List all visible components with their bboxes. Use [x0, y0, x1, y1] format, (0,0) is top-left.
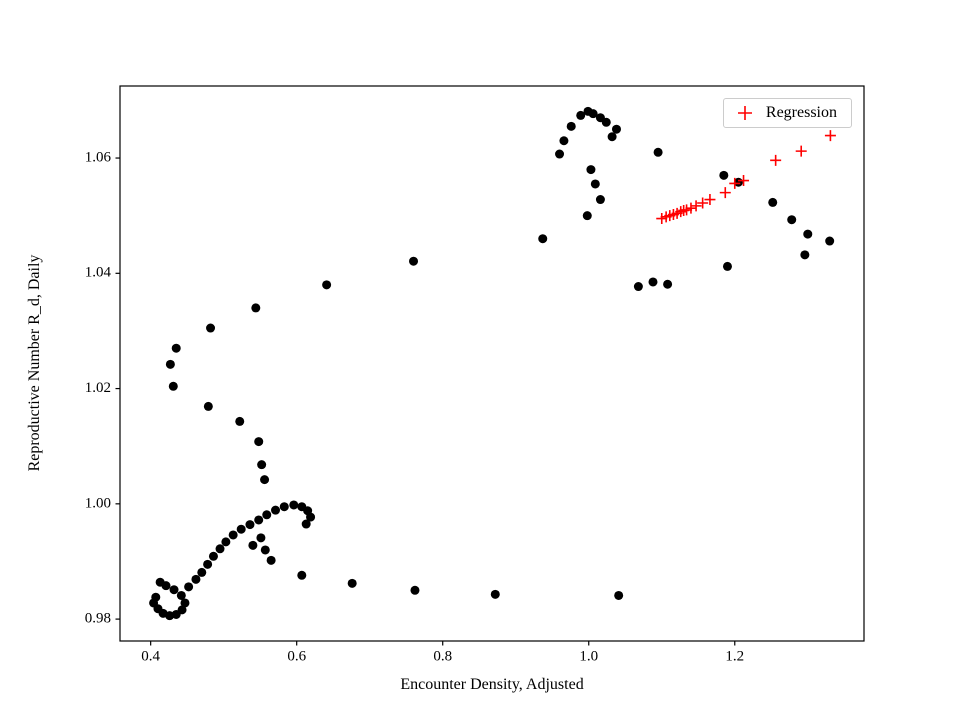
y-tick-label: 1.04 [85, 265, 112, 281]
scatter-point [254, 515, 264, 525]
y-tick-label: 0.98 [85, 611, 111, 627]
scatter-point [633, 282, 643, 292]
x-tick-label: 0.4 [141, 649, 160, 665]
scatter-point [215, 544, 225, 554]
scatter-point [595, 195, 605, 205]
scatter-point [322, 280, 332, 290]
legend: Regression [722, 98, 852, 128]
scatter-point [206, 323, 216, 333]
scatter-point [538, 234, 548, 244]
scatter-point [197, 567, 207, 577]
y-tick-label: 1.06 [85, 149, 112, 165]
scatter-point [169, 585, 179, 595]
scatter-point [555, 149, 565, 159]
scatter-point [184, 582, 194, 592]
x-tick-label: 1.2 [725, 649, 744, 665]
regression-point [729, 177, 741, 189]
scatter-point [301, 519, 311, 529]
scatter-point [490, 589, 500, 599]
scatter-point [262, 510, 272, 520]
scatter-point [271, 505, 281, 515]
scatter-point [208, 551, 218, 561]
regression-point [704, 194, 716, 206]
regression-point [690, 200, 702, 212]
x-tick-label: 0.6 [287, 649, 306, 665]
scatter-point [168, 381, 178, 391]
y-tick-label: 1.02 [85, 380, 111, 396]
scatter-point [297, 570, 307, 580]
scatter-point [768, 197, 778, 207]
scatter-point [719, 170, 729, 180]
scatter-point [653, 147, 663, 157]
regression-point [697, 197, 709, 209]
scatter-point [171, 343, 181, 353]
scatter-point [611, 124, 621, 134]
scatter-point [228, 530, 238, 540]
scatter-point [203, 401, 213, 411]
scatter-point [203, 559, 213, 569]
scatter-point [260, 545, 270, 555]
scatter-point [306, 512, 316, 522]
axes-frame [119, 85, 865, 642]
scatter-point [236, 524, 246, 534]
scatter-point [590, 179, 600, 189]
scatter-point [722, 261, 732, 271]
scatter-point [614, 590, 624, 600]
regression-point [770, 154, 782, 166]
scatter-point [235, 416, 245, 426]
scatter-point [586, 165, 596, 175]
regression-point [738, 175, 750, 187]
scatter-point [588, 109, 598, 119]
scatter-point [582, 211, 592, 221]
regression-point [685, 202, 697, 214]
regression-point [719, 187, 731, 199]
scatter-point [260, 475, 270, 485]
scatter-point [191, 574, 201, 584]
scatter-point [648, 277, 658, 287]
scatter-point [803, 229, 813, 239]
scatter-point [180, 598, 190, 608]
legend-label: Regression [765, 104, 837, 121]
scatter-point [257, 460, 267, 470]
scatter-point [607, 132, 617, 142]
scatter-point [177, 605, 187, 615]
y-axis-label: Reproductive Number R_d, Daily [26, 254, 43, 472]
scatter-point [601, 117, 611, 127]
scatter-point [266, 555, 276, 565]
scatter-point [347, 578, 357, 588]
scatter-point [410, 585, 420, 595]
scatter-point [245, 520, 255, 530]
scatter-point [566, 121, 576, 131]
scatter-point [576, 110, 586, 120]
regression-point [795, 145, 807, 157]
y-tick-label: 1.00 [85, 495, 111, 511]
scatter-point [279, 502, 289, 512]
scatter-point [256, 533, 266, 543]
scatter-point [289, 500, 299, 510]
scatter-point [221, 537, 231, 547]
regression-point [824, 130, 836, 142]
scatter-point [251, 303, 261, 313]
scatter-point [165, 359, 175, 369]
x-axis-label: Encounter Density, Adjusted [400, 676, 584, 693]
scatter-point [248, 540, 258, 550]
regression-plus-icon [737, 106, 752, 120]
x-tick-label: 0.8 [433, 649, 452, 665]
scatter-point [409, 256, 419, 266]
scatter-point [176, 590, 186, 600]
scatter-point [800, 250, 810, 260]
scatter-point [254, 437, 264, 447]
scatter-point [663, 279, 673, 289]
scatter-point [559, 136, 569, 146]
scatter-point [787, 215, 797, 225]
x-tick-label: 1.0 [579, 649, 598, 665]
scatter-point [155, 577, 165, 587]
scatter-point [825, 236, 835, 246]
